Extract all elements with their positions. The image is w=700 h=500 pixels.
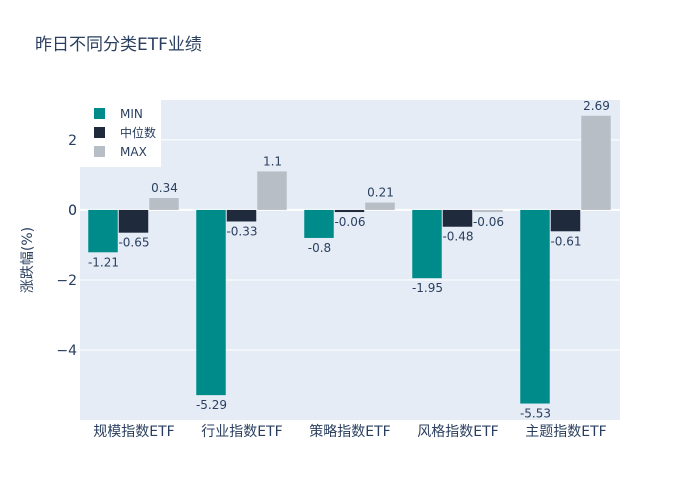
bar-MAX <box>149 198 179 210</box>
x-tick-label: 风格指数ETF <box>417 424 498 440</box>
data-label: -5.53 <box>520 407 551 421</box>
legend-label[interactable]: MIN <box>120 107 143 121</box>
bar-MAX <box>257 171 287 210</box>
bar-中位数 <box>226 209 257 222</box>
data-label: -1.21 <box>88 255 119 269</box>
data-label: -1.95 <box>412 281 443 295</box>
data-label: -0.06 <box>334 215 365 229</box>
data-label: -0.65 <box>118 236 149 250</box>
bar-中位数 <box>550 209 581 232</box>
x-tick-label: 规模指数ETF <box>93 424 174 440</box>
data-label: -0.33 <box>226 224 257 238</box>
bar-MAX <box>365 202 395 210</box>
data-label: 0.34 <box>151 181 178 195</box>
bar-MIN <box>304 209 334 238</box>
x-tick-label: 主题指数ETF <box>525 424 606 440</box>
bar-MAX <box>473 209 503 213</box>
data-label: 1.1 <box>263 154 282 168</box>
legend-swatch[interactable] <box>94 108 105 119</box>
data-label: -0.06 <box>473 215 504 229</box>
data-label: -0.61 <box>550 234 581 248</box>
chart-title: 昨日不同分类ETF业绩 <box>35 35 202 55</box>
bar-MIN <box>88 209 118 253</box>
bar-中位数 <box>442 209 473 227</box>
y-tick-label: 0 <box>68 203 77 219</box>
y-tick-label: 2 <box>68 133 77 149</box>
data-label: 0.21 <box>367 186 394 200</box>
bar-MIN <box>520 209 550 404</box>
y-axis-label: 涨跌幅(%) <box>20 227 36 293</box>
y-tick-label: −4 <box>56 343 77 359</box>
data-label: -0.8 <box>308 241 331 255</box>
bar-中位数 <box>118 209 149 233</box>
x-tick-label: 行业指数ETF <box>201 424 282 440</box>
legend-swatch[interactable] <box>94 127 105 138</box>
legend-label[interactable]: MAX <box>120 145 147 159</box>
legend-swatch[interactable] <box>94 146 105 157</box>
bar-MIN <box>412 209 442 279</box>
bar-MAX <box>581 115 611 210</box>
data-label: -0.48 <box>442 230 473 244</box>
y-tick-label: 0 <box>68 203 77 219</box>
legend-label[interactable]: 中位数 <box>120 125 156 140</box>
legend-box <box>80 100 161 167</box>
y-tick-label: −2 <box>56 273 77 289</box>
data-label: 2.69 <box>583 99 610 113</box>
data-label: -5.29 <box>196 398 227 412</box>
bar-中位数 <box>334 209 365 213</box>
bar-MIN <box>196 209 226 396</box>
x-tick-label: 策略指数ETF <box>309 423 390 440</box>
